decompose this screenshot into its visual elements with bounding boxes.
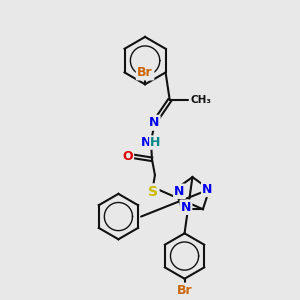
Text: O: O: [122, 150, 133, 163]
Text: N: N: [174, 185, 185, 198]
Text: CH₃: CH₃: [190, 95, 212, 105]
Text: N: N: [149, 116, 159, 129]
Text: N: N: [202, 183, 213, 196]
Text: H: H: [150, 136, 160, 149]
Text: S: S: [148, 185, 158, 199]
Text: Br: Br: [137, 66, 153, 79]
Text: N: N: [141, 136, 151, 149]
Text: N: N: [181, 201, 191, 214]
Text: Br: Br: [177, 284, 192, 297]
